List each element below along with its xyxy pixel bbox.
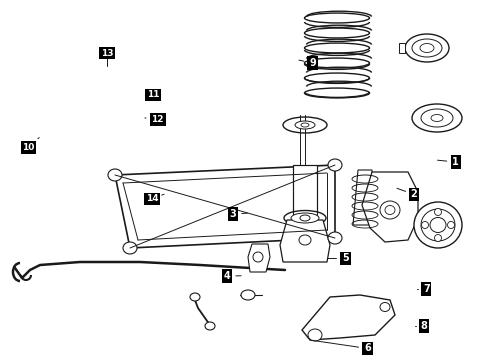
Ellipse shape	[123, 242, 137, 254]
Text: 6: 6	[364, 343, 371, 354]
Text: 7: 7	[423, 284, 430, 294]
Text: 11: 11	[147, 90, 159, 99]
Ellipse shape	[205, 322, 215, 330]
Text: 13: 13	[100, 49, 113, 58]
Ellipse shape	[283, 117, 327, 133]
Ellipse shape	[421, 209, 455, 241]
Polygon shape	[115, 165, 335, 248]
Ellipse shape	[304, 13, 369, 23]
Ellipse shape	[284, 211, 326, 225]
Ellipse shape	[299, 235, 311, 245]
Polygon shape	[248, 244, 270, 272]
Text: 8: 8	[420, 321, 427, 331]
Polygon shape	[362, 172, 418, 242]
Text: 14: 14	[146, 194, 158, 203]
Ellipse shape	[385, 206, 395, 215]
Polygon shape	[399, 43, 405, 53]
Ellipse shape	[295, 121, 315, 129]
Ellipse shape	[308, 329, 322, 341]
Ellipse shape	[414, 202, 462, 248]
Ellipse shape	[108, 169, 122, 181]
Ellipse shape	[380, 302, 390, 311]
Ellipse shape	[304, 73, 369, 83]
Ellipse shape	[291, 213, 319, 223]
Text: 2: 2	[411, 189, 417, 199]
Ellipse shape	[412, 39, 442, 57]
Ellipse shape	[253, 252, 263, 262]
Polygon shape	[280, 220, 330, 262]
Polygon shape	[353, 170, 377, 225]
Ellipse shape	[304, 58, 369, 68]
Text: 3: 3	[229, 209, 236, 219]
Ellipse shape	[380, 201, 400, 219]
Ellipse shape	[328, 159, 342, 171]
Ellipse shape	[412, 104, 462, 132]
Text: 9: 9	[309, 58, 316, 68]
Ellipse shape	[420, 44, 434, 53]
Ellipse shape	[431, 114, 443, 122]
Ellipse shape	[405, 34, 449, 62]
Ellipse shape	[304, 43, 369, 53]
Ellipse shape	[328, 232, 342, 244]
Ellipse shape	[304, 88, 369, 98]
Ellipse shape	[421, 109, 453, 127]
Ellipse shape	[190, 293, 200, 301]
Ellipse shape	[447, 221, 455, 229]
Ellipse shape	[430, 217, 446, 233]
Ellipse shape	[301, 123, 309, 127]
Polygon shape	[302, 295, 395, 340]
Ellipse shape	[241, 290, 255, 300]
Text: 1: 1	[452, 157, 459, 167]
Text: 4: 4	[223, 271, 230, 281]
Ellipse shape	[421, 221, 428, 229]
Ellipse shape	[435, 234, 441, 242]
Ellipse shape	[435, 208, 441, 216]
Text: 12: 12	[151, 115, 164, 124]
Ellipse shape	[300, 215, 310, 221]
Text: 5: 5	[342, 253, 349, 264]
Text: 10: 10	[22, 143, 35, 152]
Ellipse shape	[304, 28, 369, 38]
Polygon shape	[293, 165, 317, 215]
